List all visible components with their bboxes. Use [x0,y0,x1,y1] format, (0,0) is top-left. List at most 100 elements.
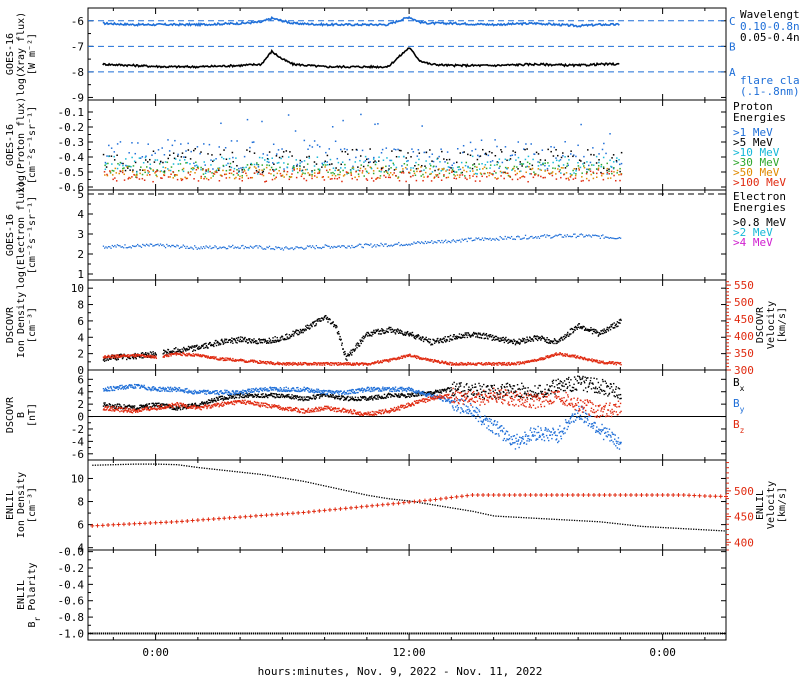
data-point [273,393,276,395]
data-point [579,377,581,379]
data-point [288,337,290,340]
data-point [555,342,557,345]
data-point [103,171,106,173]
data-point [300,331,303,334]
data-point [491,238,494,240]
data-point [446,241,448,244]
data-point [182,406,184,408]
data-point [379,330,381,332]
data-point [586,171,588,173]
data-point [451,169,454,171]
data-point [327,176,330,178]
data-point [540,337,543,340]
data-point [295,330,297,332]
data-point [121,354,123,356]
data-point [464,363,466,366]
data-point [276,172,279,175]
data-point [456,166,459,168]
data-point [401,357,404,360]
data-point [506,382,509,385]
data-point [602,360,604,362]
data-point [283,168,285,170]
data-point [352,165,354,168]
data-point [238,167,240,170]
data-point [272,392,275,395]
data-point [218,169,220,172]
data-point [317,320,319,322]
data-point [333,362,335,365]
data-point [350,174,353,176]
data-point [107,386,109,388]
data-point [404,334,407,337]
data-point [429,168,431,170]
data-point [538,161,541,164]
data-point [501,151,503,153]
data-point [233,167,236,170]
data-point [355,363,357,365]
data-point [104,356,107,359]
data-point [372,180,375,182]
data-point [134,174,136,176]
data-point [593,154,595,156]
data-point [210,401,212,403]
data-point [481,237,484,239]
data-point [513,238,515,240]
data-point [482,390,484,392]
data-point [388,359,390,361]
data-point [496,238,499,241]
data-point [453,170,455,173]
data-point [536,335,538,337]
data-point [202,173,205,175]
data-point [288,393,290,396]
data-point [235,337,238,340]
data-point [385,243,387,245]
data-point [290,335,293,338]
data-point [378,170,381,172]
data-point [147,407,150,409]
data-point [115,354,118,356]
data-point [419,358,421,360]
data-point [252,340,254,342]
data-point [144,404,146,407]
data-point [286,166,288,168]
data-point [534,359,536,361]
data-point [247,169,250,171]
data-point [242,244,244,247]
data-point [600,235,603,237]
data-point [611,237,613,239]
data-point [174,158,177,160]
data-point [278,247,281,249]
data-point [131,142,133,144]
data-point [183,159,186,161]
data-point [591,382,594,384]
data-point [284,362,287,365]
data-point [333,177,336,180]
data-point [391,150,393,152]
data-point [556,342,558,344]
data-point [500,386,502,388]
data-point [156,170,158,172]
data-point [319,145,321,148]
data-point [462,144,465,147]
data-point [207,355,209,357]
data-point [502,238,504,240]
data-point [177,352,179,355]
data-point [611,172,613,175]
data-point [440,338,442,341]
data-point [535,151,538,154]
data-point [120,246,122,248]
data-point [144,159,147,161]
data-point [133,387,135,390]
data-point [174,353,177,355]
data-point [371,246,373,248]
data-point [145,404,147,406]
data-point [345,362,347,364]
data-point [483,172,485,175]
data-point [396,396,399,398]
data-point [484,153,486,155]
data-point [157,243,159,245]
data-point [229,246,231,248]
y-tick-label: 3 [77,228,84,241]
series-line-1 [102,47,620,70]
data-point [277,361,279,363]
